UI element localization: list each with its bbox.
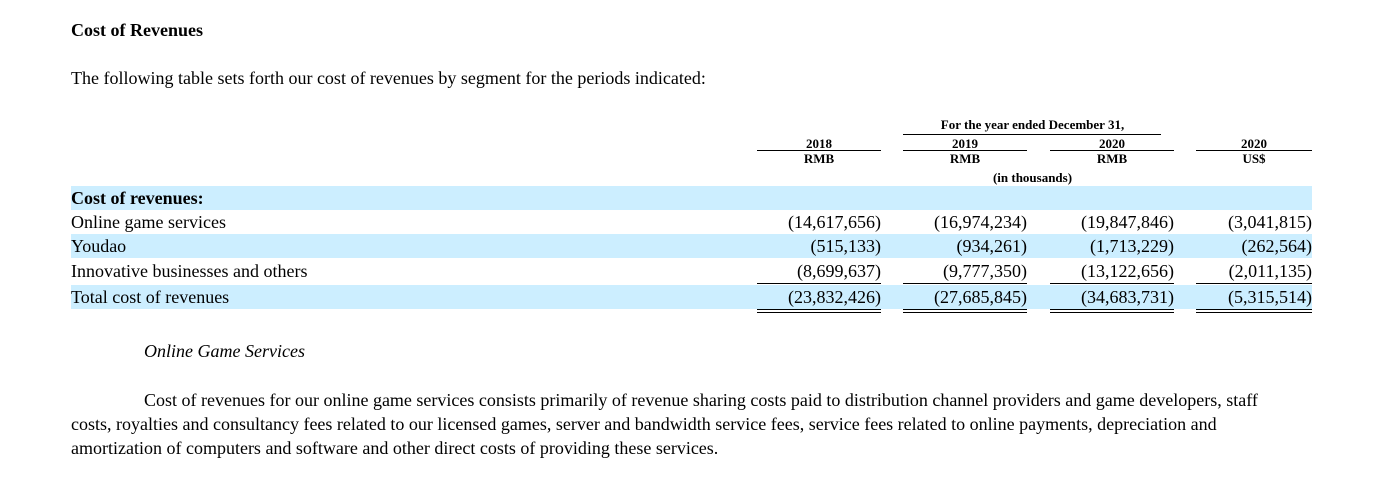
cell-value: (14,617,656) [788, 212, 881, 232]
period-header-rule [903, 134, 1161, 135]
column-header-2018: 2018 RMB [757, 136, 881, 166]
cell-value: (3,041,815) [1228, 212, 1312, 232]
table-row-total: Total cost of revenues (23,832,426) (27,… [71, 285, 1312, 309]
year-rule [757, 150, 881, 151]
cell-value: (13,122,656) [1081, 261, 1174, 281]
intro-text: The following table sets forth our cost … [71, 68, 706, 88]
subtotal-rule [1196, 283, 1312, 284]
table-row: Youdao (515,133) (934,261) (1,713,229) (… [71, 234, 1312, 258]
subtotal-rule [1050, 283, 1174, 284]
row-label: Online game services [71, 212, 226, 232]
column-header-2020-rmb: 2020 RMB [1050, 136, 1174, 166]
cell-value: (934,261) [956, 236, 1028, 256]
column-header-2019: 2019 RMB [903, 136, 1027, 166]
cell-value: (34,683,731) [1081, 287, 1174, 307]
subtotal-rule [757, 283, 881, 284]
column-currency: RMB [1096, 151, 1128, 166]
table-row: Innovative businesses and others (8,699,… [71, 259, 1312, 283]
year-rule [903, 150, 1027, 151]
cell-value: (2,011,135) [1228, 261, 1312, 281]
column-year: 2019 [952, 136, 978, 151]
row-label: Youdao [71, 236, 127, 256]
body-paragraph: Cost of revenues for our online game ser… [71, 390, 1258, 458]
cell-value: (515,133) [810, 236, 882, 256]
column-year: 2018 [806, 136, 832, 151]
total-double-rule [903, 312, 1027, 313]
column-header-2020-usd: 2020 US$ [1196, 136, 1312, 166]
group-label: Cost of revenues: [71, 188, 204, 208]
total-double-rule [1196, 312, 1312, 313]
subheading: Online Game Services [144, 341, 305, 361]
column-currency: RMB [803, 151, 835, 166]
total-double-rule [1196, 309, 1312, 310]
year-rule [1196, 150, 1312, 151]
table-group-row: Cost of revenues: [71, 186, 1312, 210]
period-header: For the year ended December 31, [940, 117, 1125, 132]
subtotal-rule [903, 283, 1027, 284]
year-rule [1050, 150, 1174, 151]
column-currency: RMB [949, 151, 981, 166]
total-double-rule [757, 309, 881, 310]
row-label: Innovative businesses and others [71, 261, 308, 281]
section-title: Cost of Revenues [71, 20, 203, 40]
cell-value: (27,685,845) [934, 287, 1027, 307]
cell-value: (5,315,514) [1228, 287, 1312, 307]
total-double-rule [1050, 312, 1174, 313]
cell-value: (23,832,426) [788, 287, 881, 307]
total-double-rule [903, 309, 1027, 310]
cell-value: (1,713,229) [1090, 236, 1174, 256]
table-row: Online game services (14,617,656) (16,97… [71, 210, 1312, 234]
column-year: 2020 [1241, 136, 1267, 151]
cell-value: (9,777,350) [943, 261, 1027, 281]
unit-note: (in thousands) [992, 170, 1073, 185]
row-label: Total cost of revenues [71, 287, 230, 307]
total-double-rule [1050, 309, 1174, 310]
total-double-rule [757, 312, 881, 313]
cell-value: (262,564) [1241, 236, 1313, 256]
cell-value: (19,847,846) [1081, 212, 1174, 232]
cell-value: (16,974,234) [934, 212, 1027, 232]
column-year: 2020 [1099, 136, 1125, 151]
cell-value: (8,699,637) [797, 261, 881, 281]
column-currency: US$ [1242, 151, 1266, 166]
